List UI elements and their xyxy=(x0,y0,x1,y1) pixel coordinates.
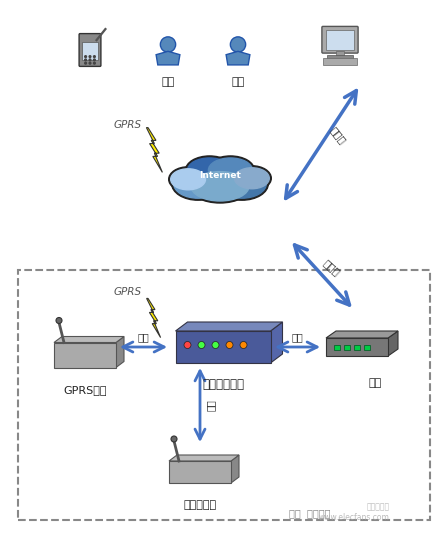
Ellipse shape xyxy=(187,158,232,183)
Text: 嵌入式主设备: 嵌入式主设备 xyxy=(202,378,244,391)
Ellipse shape xyxy=(191,172,249,201)
Polygon shape xyxy=(326,331,398,338)
Ellipse shape xyxy=(234,168,270,189)
Polygon shape xyxy=(169,455,239,461)
Circle shape xyxy=(85,56,87,57)
Text: GPRS: GPRS xyxy=(114,287,142,297)
Circle shape xyxy=(226,341,233,348)
Bar xyxy=(326,30,354,50)
Bar xyxy=(334,345,340,350)
Circle shape xyxy=(184,341,191,348)
Circle shape xyxy=(89,56,91,57)
Ellipse shape xyxy=(189,170,251,203)
Bar xyxy=(326,338,388,356)
Text: GPRS: GPRS xyxy=(114,120,142,130)
Ellipse shape xyxy=(206,156,254,185)
Text: 物联  入式网关: 物联 入式网关 xyxy=(289,508,331,518)
Circle shape xyxy=(212,341,219,348)
Polygon shape xyxy=(226,51,250,65)
Circle shape xyxy=(160,37,176,52)
Bar xyxy=(82,42,98,60)
FancyBboxPatch shape xyxy=(322,26,358,53)
Text: 以太网: 以太网 xyxy=(322,258,342,278)
Circle shape xyxy=(230,37,246,52)
Bar xyxy=(323,58,357,65)
Text: 串口: 串口 xyxy=(137,332,149,342)
Circle shape xyxy=(94,56,95,57)
Polygon shape xyxy=(231,455,239,483)
Text: 网口: 网口 xyxy=(291,332,303,342)
Polygon shape xyxy=(175,322,282,331)
Ellipse shape xyxy=(169,167,207,192)
Polygon shape xyxy=(388,331,398,356)
Circle shape xyxy=(89,62,91,64)
Bar xyxy=(175,331,270,363)
Circle shape xyxy=(89,59,91,61)
Circle shape xyxy=(85,59,87,61)
Text: 串口: 串口 xyxy=(206,399,216,411)
Text: 用户: 用户 xyxy=(231,77,245,87)
Circle shape xyxy=(94,62,95,64)
Ellipse shape xyxy=(208,158,253,183)
Circle shape xyxy=(171,436,177,442)
Text: GPRS模块: GPRS模块 xyxy=(63,385,107,395)
Ellipse shape xyxy=(170,169,206,190)
Polygon shape xyxy=(147,127,163,172)
Ellipse shape xyxy=(174,169,222,198)
Polygon shape xyxy=(270,322,282,363)
Text: 无线协调器: 无线协调器 xyxy=(183,500,217,510)
Bar xyxy=(169,461,231,483)
Bar xyxy=(344,345,350,350)
Circle shape xyxy=(240,341,247,348)
Bar xyxy=(18,270,430,520)
Bar xyxy=(336,51,344,56)
Ellipse shape xyxy=(218,169,266,198)
Bar xyxy=(354,345,360,350)
Text: 用户: 用户 xyxy=(161,77,174,87)
Circle shape xyxy=(85,62,87,64)
Text: 路由: 路由 xyxy=(369,378,382,388)
Ellipse shape xyxy=(171,167,224,200)
Ellipse shape xyxy=(233,166,271,191)
Circle shape xyxy=(56,318,62,323)
Bar xyxy=(364,345,370,350)
Polygon shape xyxy=(156,51,180,65)
Bar xyxy=(54,342,116,368)
Ellipse shape xyxy=(186,156,234,185)
Ellipse shape xyxy=(183,159,257,201)
Polygon shape xyxy=(116,336,124,368)
Text: Internet: Internet xyxy=(199,172,241,180)
Text: 以太网: 以太网 xyxy=(328,125,348,145)
Text: 电子发烧友
www.elecfans.com: 电子发烧友 www.elecfans.com xyxy=(319,503,390,522)
Polygon shape xyxy=(54,336,124,342)
FancyBboxPatch shape xyxy=(79,33,101,66)
Circle shape xyxy=(94,59,95,61)
Circle shape xyxy=(198,341,205,348)
Ellipse shape xyxy=(185,161,255,199)
Bar xyxy=(327,55,353,59)
Polygon shape xyxy=(147,299,161,338)
Ellipse shape xyxy=(216,167,269,200)
